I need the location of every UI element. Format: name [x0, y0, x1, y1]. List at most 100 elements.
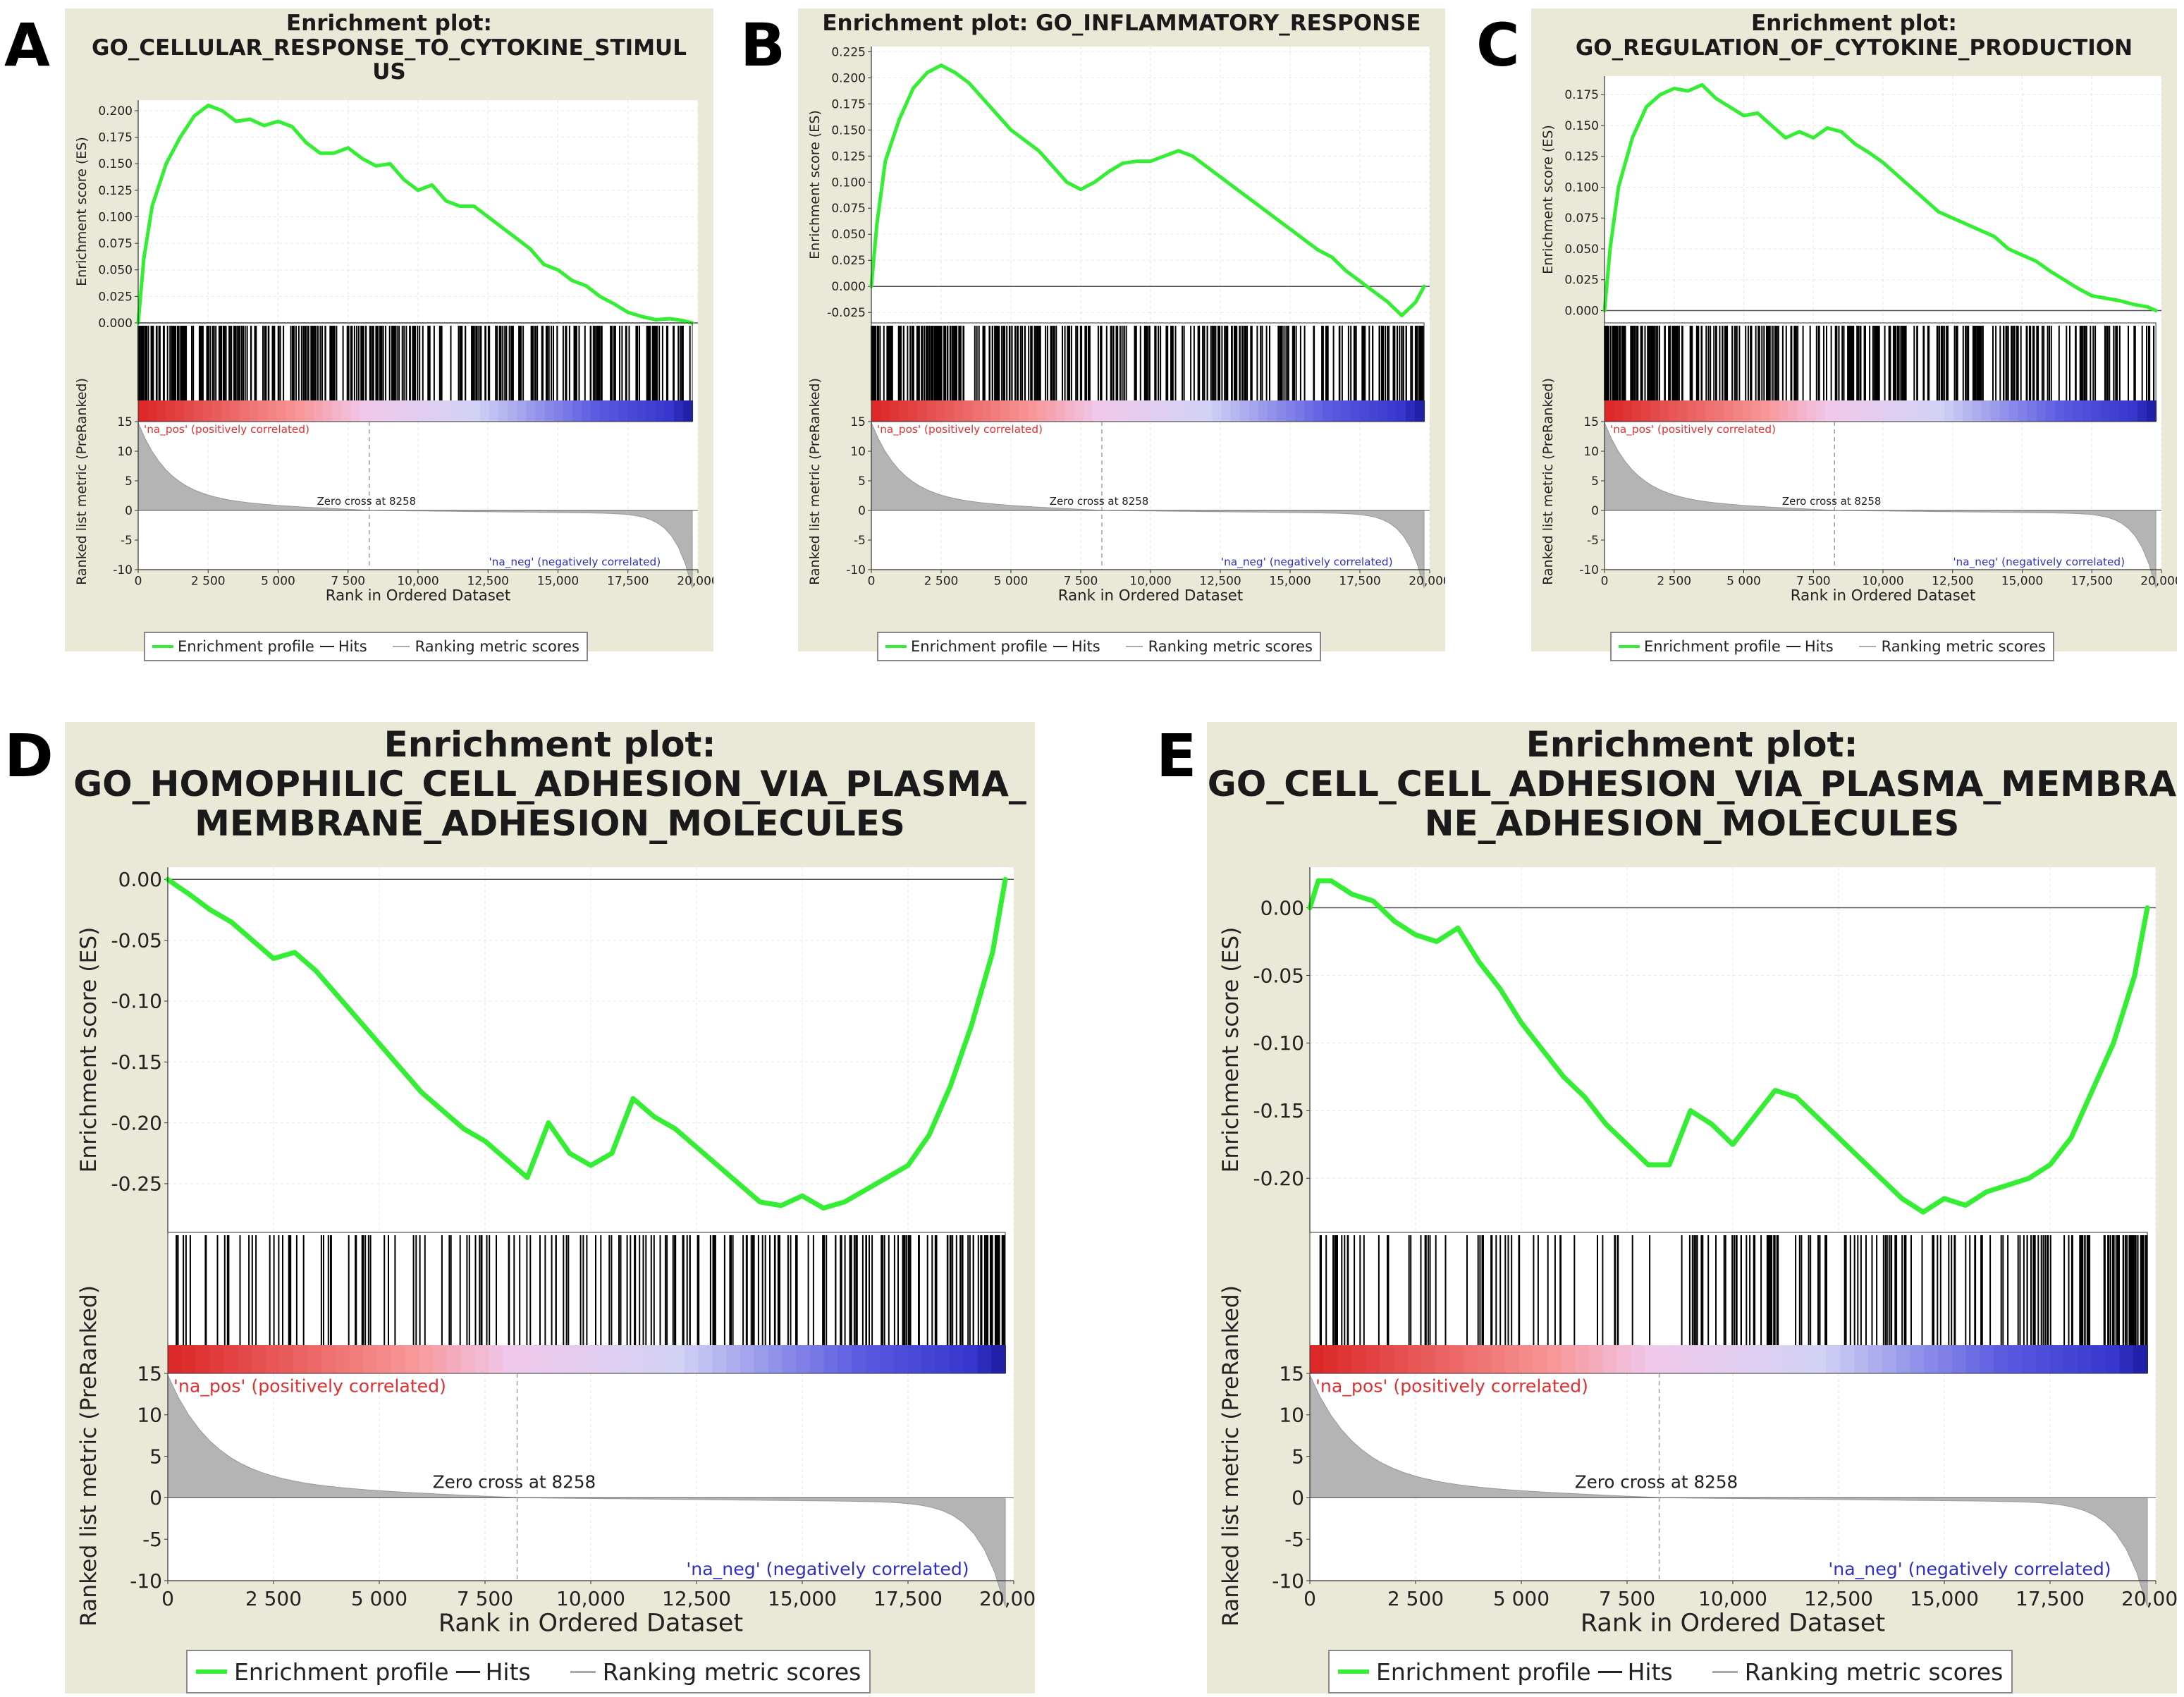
metric-tick-label: 0 [1591, 504, 1599, 518]
x-tick-label: 10,000 [1129, 574, 1171, 588]
correlation-gradient-segment [168, 1345, 183, 1373]
legend-ranking: Ranking metric scores [1858, 638, 2046, 655]
correlation-gradient-segment [2036, 400, 2047, 422]
correlation-gradient-segment [1616, 1345, 1632, 1373]
gsea-chart: -0.025 0.000 0.025 0.050 0.075 0.100 0.125 0.15… [807, 45, 1445, 604]
correlation-gradient-segment [1203, 400, 1213, 422]
es-tick-label: 0.175 [1564, 88, 1599, 102]
green-line-swatch [152, 645, 173, 648]
hits-group [1604, 326, 2155, 400]
correlation-gradient-segment [387, 400, 398, 422]
correlation-gradient-segment [1477, 1345, 1492, 1373]
correlation-gradient-segment [890, 400, 900, 422]
x-tick-label: 17,500 [2016, 1587, 2085, 1610]
panel-title: Enrichment plot: GO_HOMOPHILIC_CELL_ADHE… [65, 725, 1035, 843]
pos-correlated-label: 'na_pos' (positively correlated) [144, 423, 309, 436]
metric-tick-label: 15 [850, 415, 866, 429]
correlation-gradient-segment [1742, 1345, 1757, 1373]
es-y-axis-label: Enrichment score (ES) [74, 137, 90, 286]
es-tick-label: 0.125 [98, 184, 133, 198]
correlation-gradient-segment [553, 400, 564, 422]
correlation-gradient-segment [1505, 1345, 1520, 1373]
correlation-gradient-segment [295, 400, 305, 422]
gray-line-swatch [392, 646, 410, 647]
correlation-gradient-segment [1788, 400, 1798, 422]
x-tick-label: 17,500 [1339, 574, 1380, 588]
correlation-gradient-segment [1880, 400, 1891, 422]
correlation-gradient-segment [670, 1345, 685, 1373]
correlation-gradient-segment [879, 1345, 895, 1373]
correlation-gradient-segment [1449, 1345, 1464, 1373]
correlation-gradient-segment [1705, 400, 1716, 422]
correlation-gradient-segment [1660, 400, 1670, 422]
correlation-gradient-segment [2128, 400, 2139, 422]
neg-correlated-label: 'na_neg' (negatively correlated) [489, 556, 661, 569]
correlation-gradient-segment [1798, 1345, 1813, 1373]
correlation-gradient-segment [184, 400, 195, 422]
correlation-gradient-segment [2063, 400, 2074, 422]
x-tick-label: 15,000 [768, 1587, 837, 1610]
legend-ranking: Ranking metric scores [570, 1658, 861, 1686]
x-tick-label: 12,500 [1199, 574, 1241, 588]
correlation-gradient-segment [530, 1345, 546, 1373]
correlation-gradient-segment [581, 400, 591, 422]
correlation-gradient-segment [350, 400, 361, 422]
hits-frame [1309, 1232, 2148, 1374]
correlation-gradient-segment [1908, 400, 1918, 422]
es-tick-label: -0.10 [111, 990, 162, 1013]
x-tick-label: 0 [868, 574, 876, 588]
correlation-gradient-segment [209, 1345, 225, 1373]
dark-line-swatch [455, 1670, 480, 1673]
title-line: Enrichment plot: [286, 11, 492, 36]
panel-b: Enrichment plot: GO_INFLAMMATORY_RESPONS… [798, 8, 1445, 661]
correlation-gradient-segment [609, 400, 620, 422]
panel-title: Enrichment plot: GO_CELLULAR_RESPONSE_TO… [65, 11, 713, 85]
x-axis-label: Rank in Ordered Dataset [1581, 1609, 1885, 1637]
correlation-gradient-segment [489, 400, 499, 422]
chart-legend: Enrichment profile Hits Ranking metric s… [1610, 632, 2054, 661]
correlation-gradient-segment [349, 1345, 364, 1373]
metric-tick-label: 5 [1591, 474, 1599, 489]
es-tick-label: 0.175 [831, 97, 866, 111]
correlation-gradient-segment [1074, 400, 1084, 422]
correlation-gradient-segment [1323, 400, 1333, 422]
es-tick-label: 0.200 [831, 71, 866, 85]
correlation-gradient-segment [1944, 400, 1955, 422]
correlation-gradient-segment [323, 400, 333, 422]
hits-group [1319, 1235, 2148, 1345]
correlation-gradient-segment [1733, 400, 1743, 422]
correlation-gradient-segment [1310, 1345, 1325, 1373]
metric-tick-label: -5 [1587, 534, 1599, 548]
correlation-gradient-segment [1415, 400, 1425, 422]
correlation-gradient-segment [1184, 400, 1195, 422]
correlation-gradient-segment [1840, 1345, 1855, 1373]
correlation-gradient-segment [1046, 400, 1057, 422]
correlation-gradient-segment [1898, 400, 1909, 422]
panel-e: Enrichment plot: GO_CELL_CELL_ADHESION_V… [1207, 722, 2177, 1693]
panel-letter-d: D [4, 721, 54, 790]
correlation-gradient-segment [181, 1345, 197, 1373]
x-tick-label: 20,000 [979, 1587, 1035, 1610]
correlation-gradient-segment [1650, 400, 1661, 422]
es-tick-label: 0.025 [98, 290, 133, 304]
es-tick-label: 0.025 [831, 254, 866, 268]
metric-y-axis-label: Ranked list metric (PreRanked) [76, 1285, 102, 1626]
x-axis-label: Rank in Ordered Dataset [1058, 587, 1243, 604]
correlation-gradient-segment [238, 1345, 252, 1373]
correlation-gradient-segment [1119, 400, 1130, 422]
green-line-swatch [1619, 645, 1640, 648]
zero-cross-label: Zero cross at 8258 [317, 495, 417, 508]
correlation-gradient-segment [211, 400, 222, 422]
pos-correlated-label: 'na_pos' (positively correlated) [1315, 1376, 1588, 1397]
legend-hits: Hits [319, 638, 367, 655]
correlation-gradient-segment [526, 400, 536, 422]
correlation-gradient-segment [1963, 400, 1973, 422]
panel-title: Enrichment plot: GO_INFLAMMATORY_RESPONS… [798, 11, 1445, 36]
correlation-gradient-segment [1286, 400, 1296, 422]
correlation-gradient-segment [1055, 400, 1066, 422]
panel-letter-e: E [1156, 721, 1197, 790]
gray-line-swatch [1125, 646, 1143, 647]
correlation-gradient-segment [2045, 400, 2056, 422]
correlation-gradient-segment [1194, 400, 1204, 422]
es-plot-area [138, 100, 698, 323]
